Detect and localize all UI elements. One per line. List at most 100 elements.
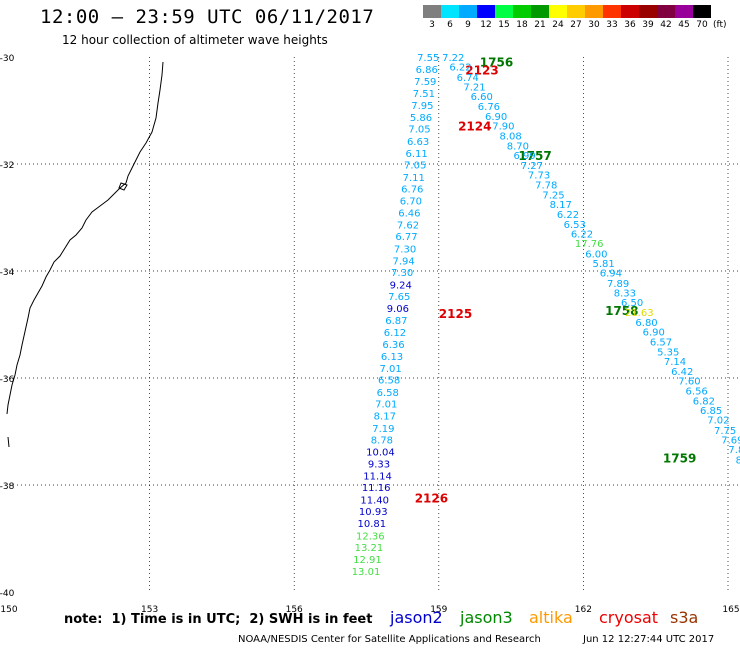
wave-height-value: 21.63 <box>625 308 654 319</box>
lat-tick-label: -32 <box>0 161 14 171</box>
wave-height-value: 9.06 <box>387 304 409 315</box>
legend-label: 15 <box>498 20 510 30</box>
legend-item: 33 <box>603 5 621 30</box>
wave-height-value: 7.01 <box>379 364 401 375</box>
wave-height-value: 8.78 <box>371 436 393 447</box>
wave-height-value: 6.58 <box>378 376 400 387</box>
axis-labels: -30 -32 -34 -36 -38 -40 150 153 156 159 162 165 <box>0 54 740 615</box>
pass-time-label: 2123 <box>465 63 498 77</box>
wave-height-value: 6.70 <box>400 196 422 207</box>
legend-swatch <box>531 5 549 18</box>
wave-height-value: 7.69 <box>721 436 740 447</box>
wave-height-value: 6.13 <box>381 352 403 363</box>
wave-height-value: 6.00 <box>585 249 607 260</box>
lat-tick-label: -40 <box>0 589 15 599</box>
wave-height-value: 7.89 <box>728 445 740 456</box>
wave-height-value: 6.90 <box>485 112 507 123</box>
wave-height-value: 7.25 <box>542 190 564 201</box>
wave-height-value: 6.22 <box>449 63 471 74</box>
legend-label: 36 <box>624 20 636 30</box>
color-legend: 3 6 9 12 15 18 21 24 27 30 33 36 39 42 45 70 <box>423 5 711 30</box>
track-b: 7.226.226.747.216.606.766.907.908.088.70… <box>442 53 740 466</box>
legend-label: 27 <box>570 20 582 30</box>
legend-item: 9 <box>459 5 477 30</box>
legend-item: 70 <box>693 5 711 30</box>
lat-tick-label: -36 <box>0 375 15 385</box>
legend-item: 6 <box>441 5 459 30</box>
wave-height-value: 7.05 <box>408 125 430 136</box>
wave-height-value: 7.14 <box>664 357 686 368</box>
lat-tick-label: -34 <box>0 268 15 278</box>
wave-height-value: 11.14 <box>363 471 392 482</box>
wave-height-value: 10.04 <box>366 447 395 458</box>
wave-height-value: 10.81 <box>357 519 386 530</box>
legend-swatch <box>567 5 585 18</box>
wave-height-value: 6.50 <box>621 298 643 309</box>
wave-height-value: 7.90 <box>492 121 514 132</box>
wave-height-value: 6.53 <box>564 220 586 231</box>
legend-swatch <box>459 5 477 18</box>
wave-height-value: 5.35 <box>657 347 679 358</box>
coastline <box>6 61 164 415</box>
wave-height-value: 6.80 <box>635 318 657 329</box>
wave-height-tracks: 7.556.867.597.517.955.867.056.636.117.05… <box>352 53 740 578</box>
wave-height-value: 7.22 <box>442 53 464 64</box>
wave-height-value: 17.76 <box>575 239 604 250</box>
wave-height-value: 6.57 <box>650 338 672 349</box>
lon-tick-label: 165 <box>722 605 739 615</box>
track-a: 7.556.867.597.517.955.867.056.636.117.05… <box>352 53 440 578</box>
pass-time-label: 2125 <box>439 307 472 321</box>
legend-label: 3 <box>429 20 435 30</box>
legend-swatch <box>441 5 459 18</box>
pass-time-label: 1758 <box>605 304 638 318</box>
pass-time-label: 2124 <box>458 120 491 134</box>
wave-height-value: 7.89 <box>607 279 629 290</box>
wave-height-value: 7.94 <box>392 256 414 267</box>
legend-item: 45 <box>675 5 693 30</box>
wave-height-value: 7.55 <box>417 53 439 64</box>
legend-swatch <box>657 5 675 18</box>
wave-height-value: 7.78 <box>535 180 557 191</box>
legend-swatch <box>513 5 531 18</box>
wave-height-value: 11.40 <box>360 495 389 506</box>
wave-height-value: 8.17 <box>550 200 572 211</box>
wave-height-value: 6.42 <box>671 367 693 378</box>
wave-height-value: 7.05 <box>404 161 426 172</box>
wave-height-value: 6.58 <box>377 388 399 399</box>
page-title: 12:00 – 23:59 UTC 06/11/2017 <box>40 6 375 28</box>
wave-height-value: 6.99 <box>513 151 535 162</box>
legend-swatch <box>477 5 495 18</box>
wave-height-value: 13.01 <box>352 567 381 578</box>
wave-height-value: 11.16 <box>362 483 391 494</box>
wave-height-value: 6.36 <box>382 340 404 351</box>
wave-height-value: 12.91 <box>353 555 382 566</box>
wave-height-value: 6.76 <box>401 185 423 196</box>
legend-item: 27 <box>567 5 585 30</box>
wave-height-value: 8.17 <box>374 411 396 422</box>
wave-height-value: 7.01 <box>375 400 397 411</box>
legend-label: 30 <box>588 20 600 30</box>
wave-height-value: 7.65 <box>388 292 410 303</box>
legend-label: 42 <box>660 20 672 30</box>
wave-height-value: 12.36 <box>356 531 385 542</box>
wave-height-value: 7.59 <box>414 77 436 88</box>
legend-item: 21 <box>531 5 549 30</box>
lon-tick-label: 156 <box>286 605 303 615</box>
wave-height-value: 6.74 <box>457 73 479 84</box>
legend-label: 18 <box>516 20 528 30</box>
wave-height-value: 5.81 <box>593 259 615 270</box>
legend-swatch <box>675 5 693 18</box>
wave-height-value: 8.33 <box>614 288 636 299</box>
pass-time-label: 1756 <box>480 55 513 69</box>
lon-tick-label: 159 <box>430 605 447 615</box>
wave-height-value: 7.62 <box>397 220 419 231</box>
pass-time-label: 1757 <box>518 149 551 163</box>
legend-swatch <box>495 5 513 18</box>
wave-height-value: 8.70 <box>507 141 529 152</box>
wave-height-value: 5.86 <box>410 113 432 124</box>
legend-unit: (ft) <box>713 20 727 30</box>
legend-swatch <box>423 5 441 18</box>
